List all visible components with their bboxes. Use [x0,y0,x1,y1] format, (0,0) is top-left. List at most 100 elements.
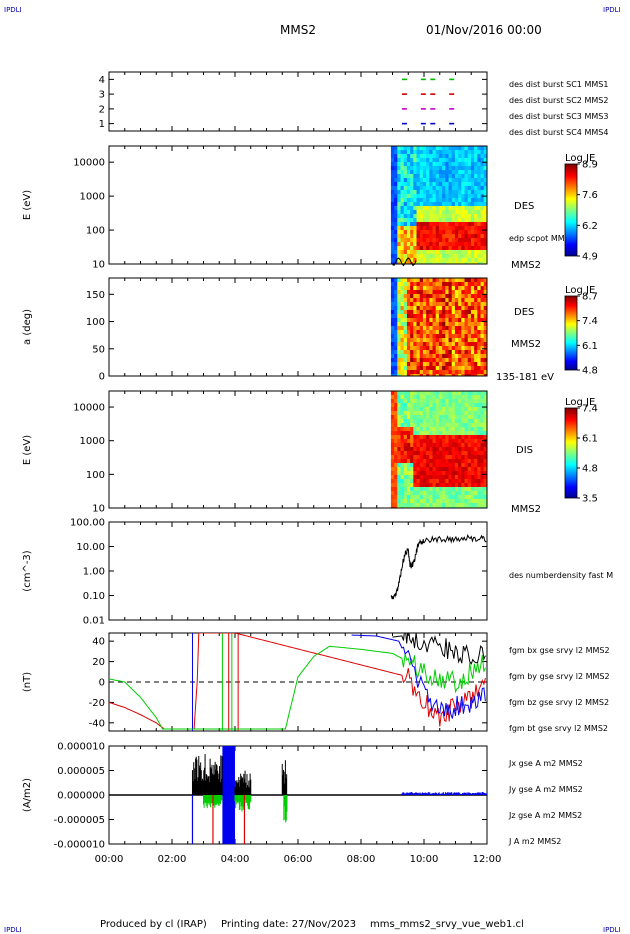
heatmap-cell [438,230,443,235]
time-tick-label: 06:00 [284,854,313,865]
heatmap-cell [413,391,417,396]
heatmap-cell [410,419,414,424]
heatmap-cell [429,350,433,355]
heatmap-cell [432,310,437,315]
heatmap-cell [390,479,395,484]
heatmap-cell [400,334,405,339]
heatmap-cell [448,395,453,400]
heatmap-cell [458,158,462,163]
heatmap-cell [467,326,472,331]
heatmap-cell [480,443,485,448]
current-burst-block [222,746,235,844]
heatmap-cell [477,338,481,343]
heatmap-cell [403,326,408,331]
heatmap-cell [445,150,449,155]
heatmap-cell [461,198,465,203]
heatmap-cell [397,318,401,323]
heatmap-cell [464,254,469,259]
heatmap-cell [448,186,453,191]
heatmap-cell [422,334,427,339]
heatmap-cell [477,503,481,508]
heatmap-cell [390,254,395,259]
heatmap-cell [403,459,408,464]
heatmap-cell [474,346,478,351]
heatmap-cell [438,322,443,327]
heatmap-cell [438,503,443,508]
heatmap-cell [422,463,427,468]
heatmap-cell [470,286,475,291]
heatmap-cell [435,362,440,367]
heatmap-cell [464,459,469,464]
heatmap-cell [454,366,459,371]
heatmap-cell [416,234,421,239]
heatmap-cell [483,318,487,323]
heatmap-cell [461,174,465,179]
heatmap-cell [461,218,465,223]
heatmap-cell [413,467,417,472]
heatmap-cell [426,395,430,400]
heatmap-cell [413,242,417,247]
heatmap-cell [426,262,430,264]
heatmap-cell [470,499,475,504]
heatmap-cell [461,487,465,492]
burst-y-tick-label: 1 [99,119,105,130]
heatmap-cell [397,250,401,255]
heatmap-cell [480,455,485,460]
heatmap-cell [483,334,487,339]
heatmap-cell [442,366,446,371]
heatmap-cell [390,443,395,448]
heatmap-cell [416,395,421,400]
heatmap-cell [432,198,437,203]
heatmap-cell [470,146,475,151]
heatmap-cell [413,254,417,259]
heatmap-cell [422,415,427,420]
heatmap-cell [435,459,440,464]
heatmap-cell [448,403,453,408]
heatmap-cell [445,346,449,351]
des-energy-panel-cells [390,146,487,264]
heatmap-cell [429,190,433,195]
heatmap-cell [416,150,421,155]
heatmap-cell [416,439,421,444]
heatmap-cell [438,415,443,420]
heatmap-cell [390,234,395,239]
heatmap-cell [477,431,481,436]
heatmap-cell [397,483,401,488]
heatmap-cell [429,198,433,203]
heatmap-cell [451,234,456,239]
heatmap-cell [458,475,462,480]
heatmap-cell [474,218,478,223]
heatmap-cell [448,439,453,444]
heatmap-cell [419,178,424,183]
heatmap-cell [448,250,453,255]
heatmap-cell [435,403,440,408]
heatmap-cell [406,202,411,207]
heatmap-cell [429,154,433,159]
heatmap-cell [403,218,408,223]
heatmap-cell [467,439,472,444]
heatmap-cell [410,322,414,327]
heatmap-cell [416,350,421,355]
heatmap-cell [435,286,440,291]
heatmap-cell [461,314,465,319]
heatmap-cell [464,419,469,424]
heatmap-cell [400,182,405,187]
heatmap-cell [426,234,430,239]
heatmap-cell [474,443,478,448]
heatmap-cell [429,419,433,424]
heatmap-cell [410,358,414,363]
heatmap-cell [400,374,405,376]
heatmap-cell [403,350,408,355]
heatmap-cell [413,170,417,175]
heatmap-cell [403,198,408,203]
heatmap-cell [419,286,424,291]
heatmap-cell [454,499,459,504]
heatmap-cell [390,435,395,440]
heatmap-cell [445,491,449,496]
heatmap-cell [429,170,433,175]
heatmap-cell [442,302,446,307]
heatmap-cell [467,150,472,155]
heatmap-cell [467,210,472,215]
heatmap-cell [413,463,417,468]
heatmap-cell [467,238,472,243]
